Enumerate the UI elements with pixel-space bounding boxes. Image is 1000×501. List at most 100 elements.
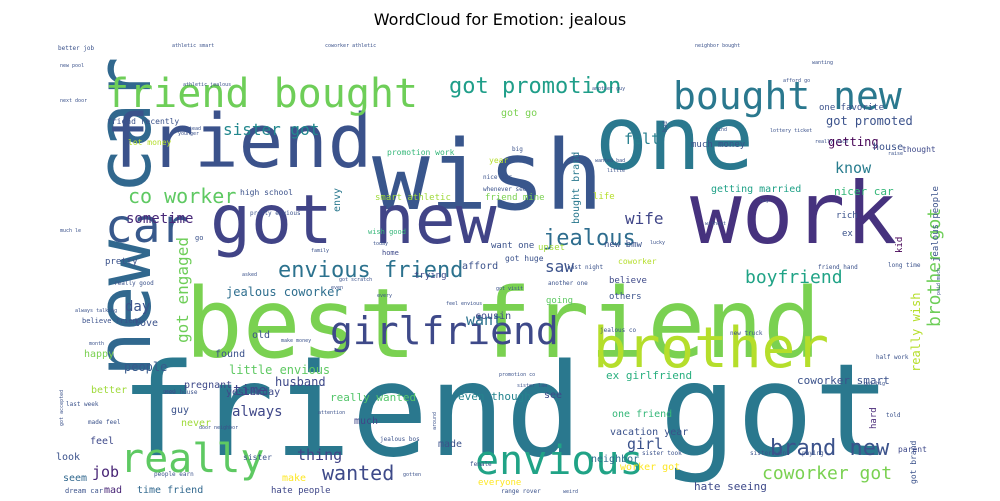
- word-make: make: [282, 473, 306, 484]
- word-saw: saw: [545, 257, 574, 276]
- word-boyfriend: boyfriend: [745, 267, 843, 288]
- word-range-rover: range rover: [501, 488, 541, 495]
- word-whenever-see: whenever see: [483, 186, 527, 193]
- word-wish: wish: [372, 120, 603, 232]
- word-better-job: better job: [58, 45, 95, 52]
- word-brand-new: brand new: [770, 436, 890, 461]
- word-yesterday: yesterday: [226, 387, 280, 398]
- word-last-night: last night: [567, 264, 604, 271]
- word-paid-much: paid much: [936, 268, 942, 295]
- word-afford: afford: [462, 261, 498, 272]
- word-bad: bad: [662, 121, 669, 132]
- word-friend-got: friend got: [120, 337, 891, 486]
- word-husband: husband: [275, 375, 326, 389]
- word-one-friend: one friend: [612, 409, 672, 420]
- word-kid: kid: [895, 237, 905, 253]
- word-make-money: make money: [281, 338, 311, 344]
- wordcloud-area: friend got best friend wish work one new car f…: [50, 37, 950, 501]
- word-new-car: new car: [79, 57, 168, 377]
- word-raise: raise: [888, 151, 903, 157]
- word-year: year: [489, 156, 508, 165]
- word-made: made: [438, 439, 462, 450]
- word-hard: hard: [869, 407, 879, 429]
- word-believe: believe: [609, 276, 647, 286]
- word-friend-recently: friend recently: [107, 117, 179, 126]
- word-got-big: got big: [864, 381, 885, 387]
- word-lottery-ticket: lottery ticket: [770, 128, 812, 134]
- word-people-earn: people earn: [154, 471, 194, 478]
- word-younger: younger: [178, 131, 199, 137]
- word-sister-got: sister got: [223, 120, 319, 139]
- word-coworker-athletic: coworker athletic: [325, 43, 376, 49]
- word-cousin: cousin: [475, 311, 511, 322]
- word-job: job: [92, 463, 119, 481]
- word-jealous-people: jealous people: [931, 186, 941, 262]
- word-got-brand: got brand: [909, 440, 918, 484]
- word-much: much: [354, 416, 378, 427]
- word-one: one: [595, 87, 754, 190]
- word-seem: seem: [63, 473, 87, 484]
- word-new-truck: new truck: [730, 330, 763, 337]
- word-others: others: [609, 292, 642, 302]
- word-sister: sister: [243, 453, 272, 462]
- word-envious-friend: envious friend: [278, 258, 463, 283]
- word-mad: mad: [104, 485, 122, 496]
- word-wanted-bad: wanted bad: [595, 158, 625, 164]
- word-even-though: even though: [458, 390, 531, 403]
- word-around: around: [432, 412, 438, 430]
- word-another-one: another one: [548, 280, 588, 287]
- word-know: know: [835, 159, 872, 177]
- word-worker-got: worker got: [620, 462, 680, 473]
- word-new-bmw: new bmw: [604, 240, 643, 250]
- word-got-new: got new: [210, 181, 497, 260]
- word-long-time: long time: [888, 262, 921, 269]
- word-see: see: [544, 390, 562, 401]
- word-people: people: [124, 360, 167, 374]
- word-wish-good: wish good: [368, 228, 406, 236]
- word-coworker-smart: coworker smart: [797, 374, 890, 387]
- word-athletic-smart: athletic smart: [172, 43, 214, 49]
- word-coworker: coworker: [618, 257, 657, 266]
- word-look: look: [56, 452, 80, 463]
- word-door-neighbor: door neighbor: [199, 425, 238, 431]
- word-better: better: [91, 385, 127, 396]
- word-getting-married: getting married: [711, 184, 801, 195]
- word-believe-friend: believe friend: [82, 317, 141, 325]
- word-really-wish: really wish: [909, 293, 923, 372]
- word-athletic-jealous: athletic jealous: [183, 82, 231, 88]
- word-always-talking: always talking: [75, 308, 117, 314]
- word-pretty-envious: pretty envious: [250, 210, 301, 217]
- word-old: old: [252, 330, 270, 341]
- word-trying: trying: [414, 271, 447, 281]
- word-big: big: [512, 146, 523, 153]
- word-always: always: [232, 404, 283, 420]
- word-wanted: wanted: [322, 461, 394, 485]
- word-gotten: gotten: [403, 472, 421, 478]
- word-sister-law: sister law: [517, 383, 548, 389]
- word-brother-got: brother got: [924, 208, 945, 327]
- word-thing: thing: [297, 446, 342, 464]
- word-going: going: [546, 296, 573, 306]
- word-sister-went: sister went: [750, 450, 790, 457]
- word-pregnant: pregnant: [184, 380, 232, 391]
- word-paying: paying: [802, 450, 824, 457]
- word-time: time: [233, 383, 267, 399]
- word-half-work: half work: [876, 354, 909, 361]
- word-afford-go: afford go: [783, 78, 810, 84]
- word-found: found: [215, 349, 245, 360]
- word-wife: wife: [625, 209, 664, 228]
- word-new-pool: new pool: [60, 63, 84, 69]
- word-without: without: [705, 221, 726, 227]
- word-wanting: wanting: [812, 60, 833, 66]
- word-nicer-car: nicer car: [834, 185, 894, 198]
- word-got-go: got go: [501, 108, 537, 119]
- word-life: life: [593, 192, 615, 202]
- word-good: good: [163, 389, 175, 395]
- word-attention: attention: [318, 410, 345, 416]
- word-girl: girl: [627, 435, 663, 453]
- word-family: family: [311, 248, 329, 254]
- word-jealous: jealous: [543, 226, 636, 251]
- word-co-worker: co worker: [128, 184, 236, 208]
- word-day: day: [125, 299, 150, 315]
